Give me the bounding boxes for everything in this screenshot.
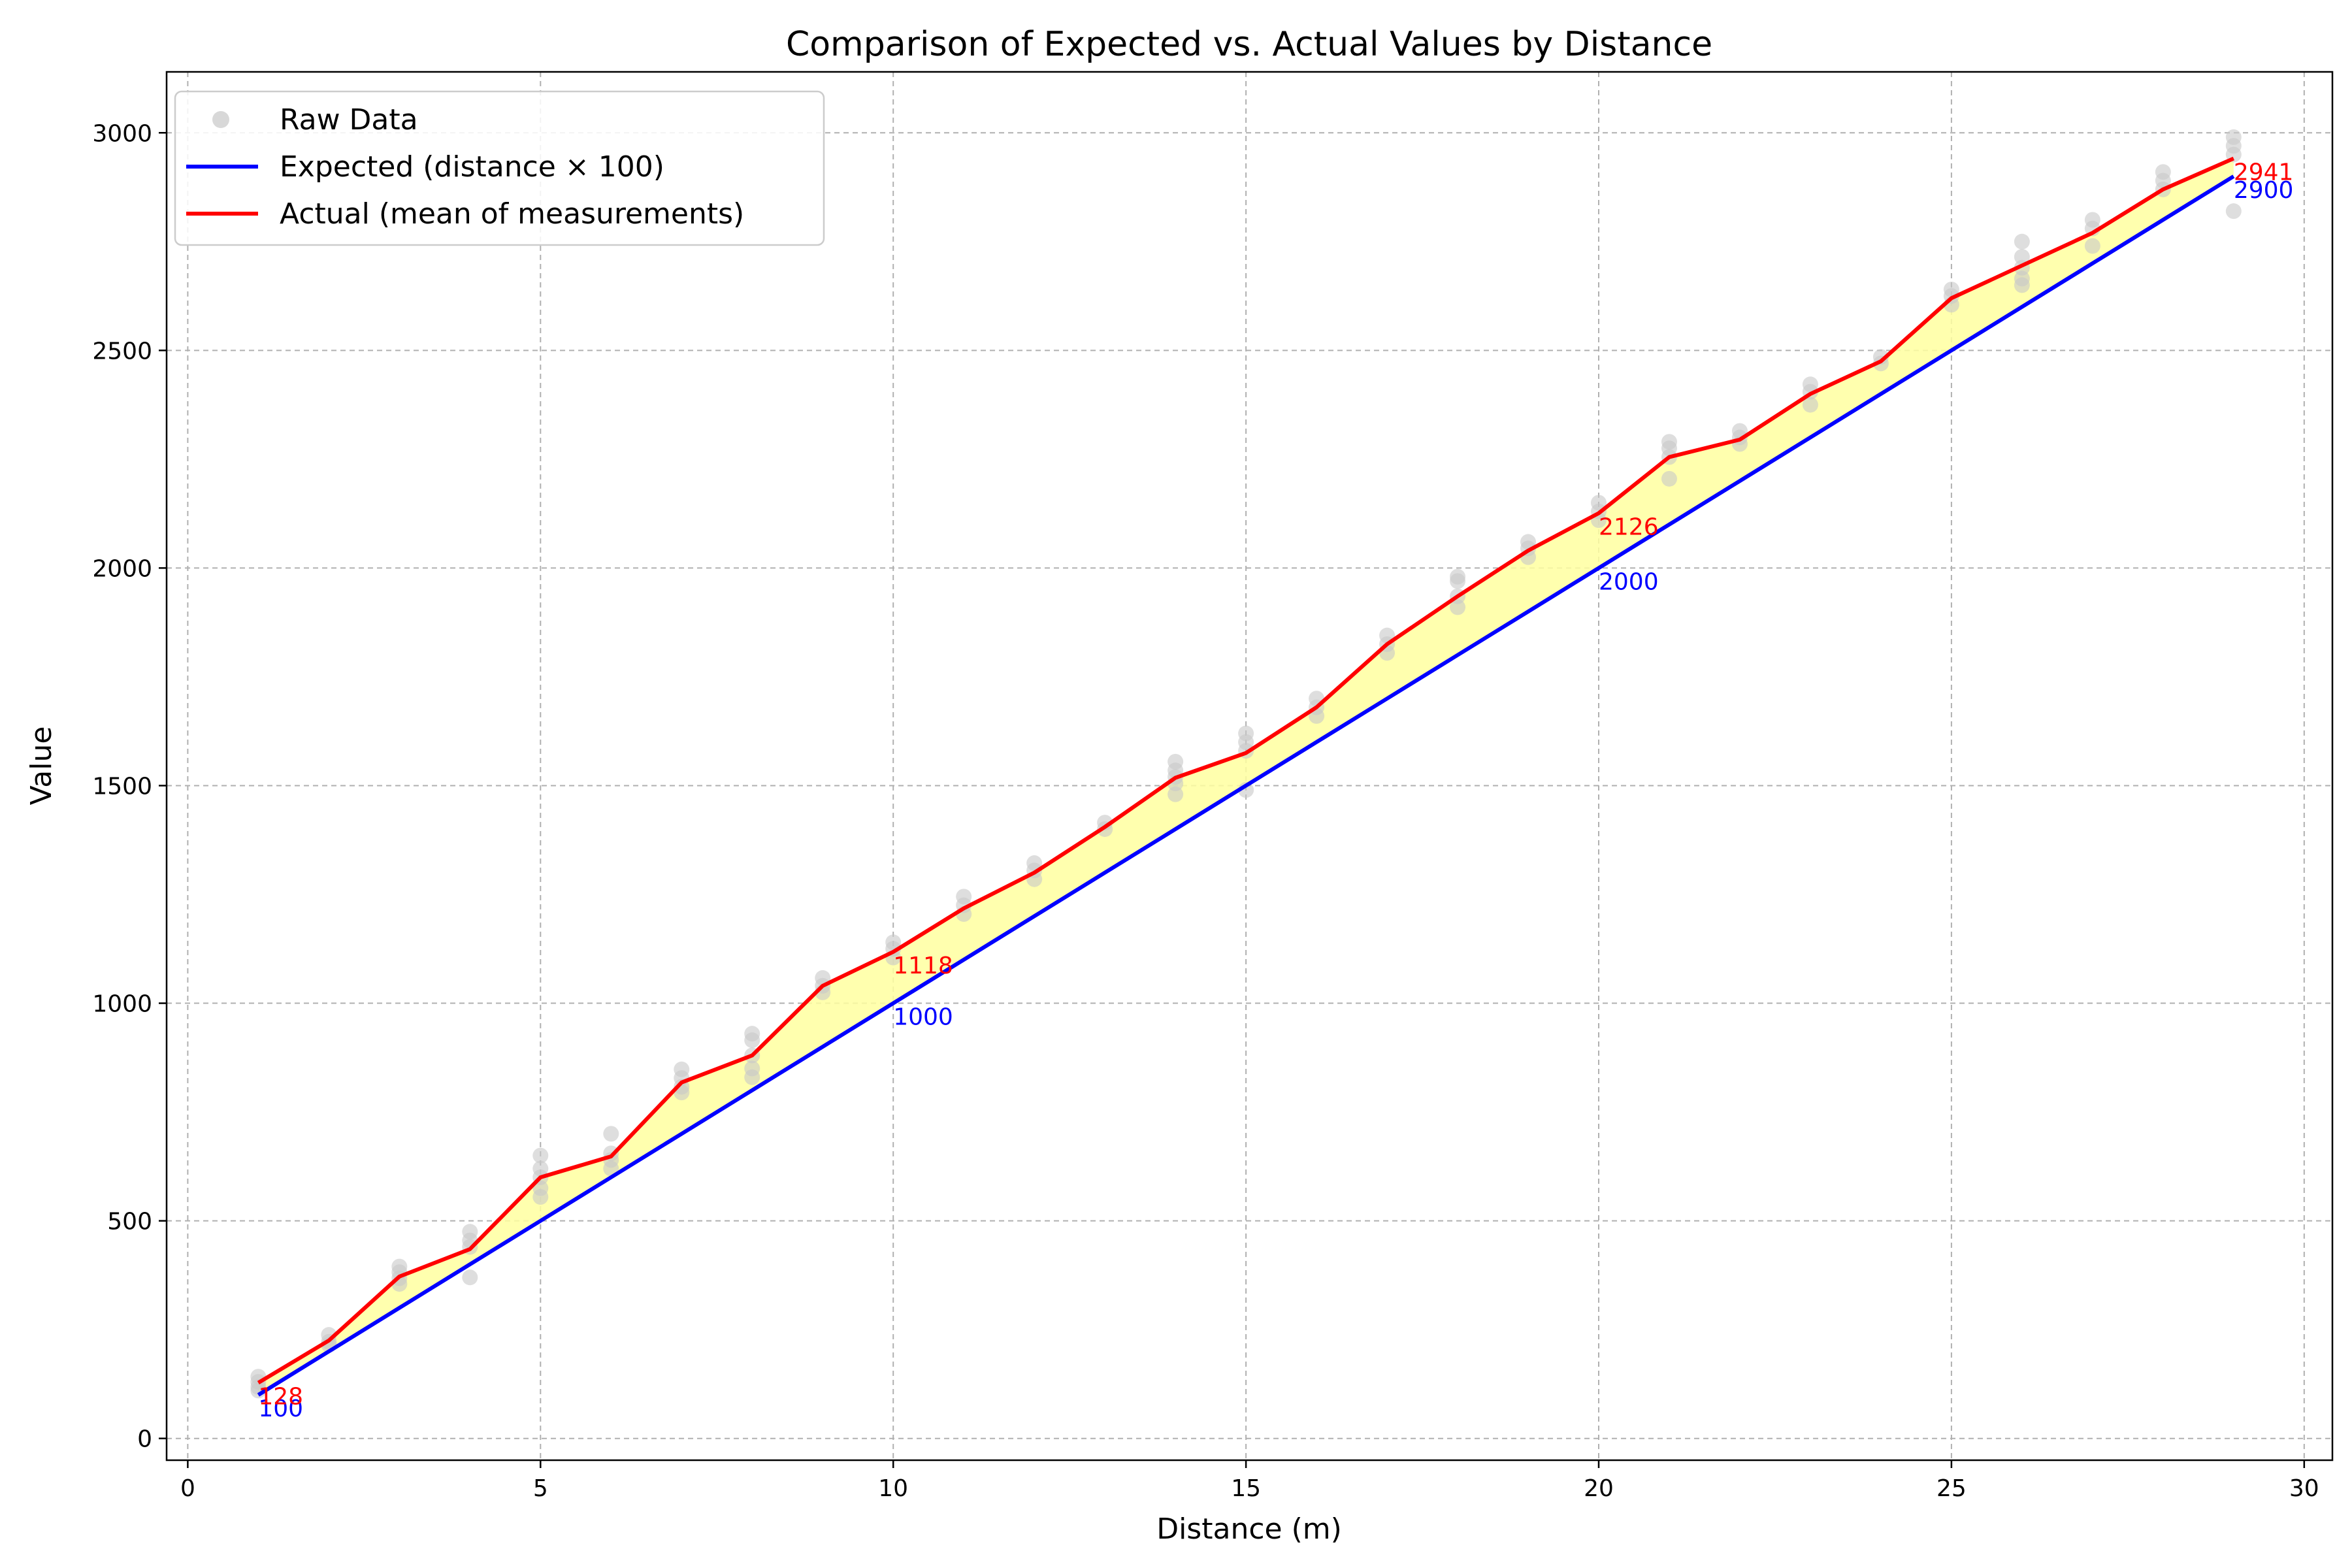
fill-area [258, 158, 2234, 1396]
y-tick-label: 2500 [92, 338, 152, 365]
y-tick-label: 1500 [92, 773, 152, 800]
raw-data-point [532, 1147, 549, 1164]
x-tick-label: 0 [180, 1475, 195, 1502]
raw-data-point [532, 1188, 549, 1205]
value-annotation: 128 [258, 1383, 303, 1410]
y-tick-label: 1000 [92, 991, 152, 1018]
raw-data-point [603, 1126, 619, 1142]
expected-line [257, 174, 2235, 1397]
raw-data-point [2014, 233, 2030, 250]
chart-title: Comparison of Expected vs. Actual Values… [786, 25, 1712, 64]
raw-data-point [1450, 599, 1466, 615]
plot-frame [165, 71, 2334, 1462]
legend-raw-data-marker [212, 111, 229, 128]
legend-expected-label: Expected (distance × 100) [280, 150, 664, 184]
value-annotation: 1000 [893, 1004, 953, 1031]
value-annotation: 2900 [2234, 177, 2294, 204]
legend: Raw Data Expected (distance × 100) Actua… [174, 90, 825, 246]
y-tick-label: 2000 [92, 555, 152, 582]
x-tick-label: 25 [1936, 1475, 1967, 1502]
x-tick-label: 30 [2289, 1475, 2319, 1502]
x-tick-label: 15 [1231, 1475, 1261, 1502]
y-tick-label: 500 [107, 1209, 152, 1235]
raw-data-point [462, 1269, 478, 1286]
value-annotation: 2126 [1599, 514, 1659, 540]
raw-data-point [1802, 397, 1818, 413]
legend-actual-label: Actual (mean of measurements) [280, 197, 744, 231]
value-annotation: 2000 [1599, 568, 1659, 595]
legend-raw-data-label: Raw Data [280, 103, 418, 137]
raw-data-point [2014, 277, 2030, 293]
y-axis-title: Value [25, 727, 58, 806]
raw-data-point [744, 1032, 760, 1049]
value-annotation: 100 [258, 1396, 303, 1422]
raw-data-point [1450, 573, 1466, 589]
x-axis-title: Distance (m) [1156, 1512, 1342, 1546]
y-tick-label: 3000 [92, 120, 152, 147]
x-tick-label: 10 [878, 1475, 908, 1502]
axis-ticks: 0 5 10 15 20 25 30 0 500 1000 1500 2000 2500 3000 [92, 120, 2319, 1502]
value-annotation: 1118 [893, 953, 953, 979]
raw-data-point [1168, 786, 1184, 802]
y-tick-label: 0 [137, 1426, 152, 1453]
x-tick-label: 5 [533, 1475, 548, 1502]
actual-line [257, 156, 2235, 1385]
raw-data-point [2084, 238, 2100, 254]
value-annotation: 2941 [2234, 159, 2294, 186]
series-lines [257, 156, 2235, 1397]
raw-data-point [603, 1160, 619, 1177]
legend-frame [174, 90, 825, 246]
raw-data-point [1661, 470, 1677, 487]
raw-data-point [2225, 203, 2242, 220]
raw-data-point [2014, 249, 2030, 265]
fill-between-area [258, 158, 2234, 1396]
raw-data-point [744, 1069, 760, 1085]
x-tick-label: 20 [1584, 1475, 1614, 1502]
